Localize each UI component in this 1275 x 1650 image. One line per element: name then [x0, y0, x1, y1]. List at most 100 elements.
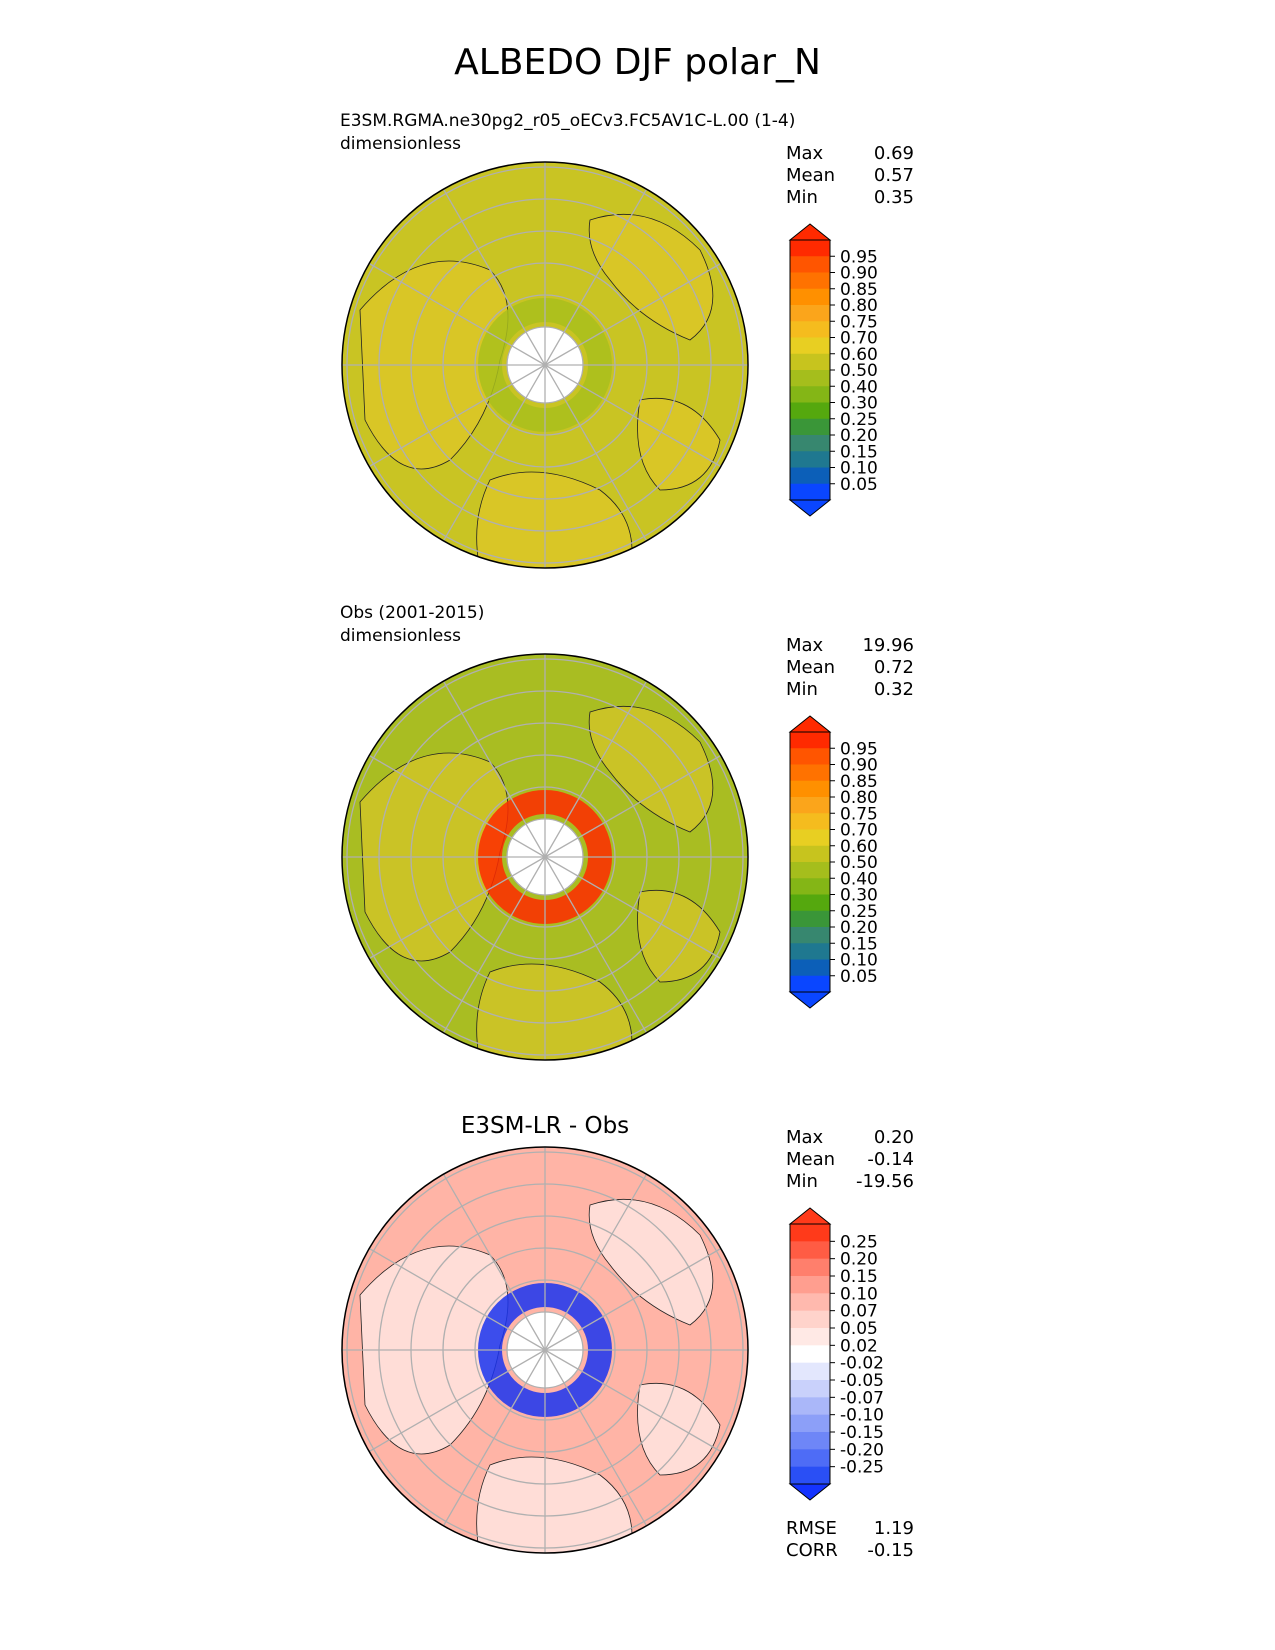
- panel-3-title: E3SM-LR - Obs: [460, 1113, 630, 1139]
- land-mass: [476, 963, 633, 1060]
- colorbar-tick-label: 0.20: [840, 918, 878, 938]
- colorbar-swatch: [790, 418, 830, 436]
- meridian-line: [544, 754, 722, 858]
- colorbar-swatch: [790, 305, 830, 322]
- colorbar-under-arrow: [788, 991, 832, 1009]
- colorbar-swatch: [790, 894, 830, 912]
- colorbar-tick-label: 0.40: [840, 377, 878, 397]
- colorbar-tick-label: -0.20: [840, 1440, 884, 1460]
- colorbar-swatch: [790, 732, 830, 749]
- colorbar-swatch: [790, 386, 830, 403]
- colorbar-tick-label: 0.07: [840, 1302, 878, 1322]
- map-boundary: [341, 1146, 749, 1554]
- colorbar-frame: [789, 1223, 831, 1485]
- meridian-line: [544, 262, 722, 366]
- colorbar-swatch: [790, 256, 830, 273]
- colorbar-tick-label: 0.15: [840, 442, 878, 462]
- panel-1-stat-min: Min 0.35: [786, 187, 914, 208]
- meridian-line: [442, 680, 546, 858]
- colorbar-swatch: [790, 748, 830, 765]
- meridian-line: [544, 1173, 648, 1351]
- colorbar-tick-label: 0.10: [840, 951, 878, 971]
- colorbar-tick-label: -0.05: [840, 1371, 884, 1391]
- colorbar-tick-label: 0.90: [840, 264, 878, 284]
- panel-2-units: dimensionless: [340, 626, 461, 646]
- map-boundary: [341, 653, 749, 1061]
- colorbar-tick-label: 0.05: [840, 1319, 878, 1339]
- colorbar-swatch: [790, 1449, 830, 1468]
- panel-2-stat-max: Max 19.96: [786, 635, 914, 656]
- colorbar-tick-label: 0.60: [840, 837, 878, 857]
- colorbar-under-arrow: [788, 1483, 832, 1501]
- meridian-line: [368, 364, 546, 468]
- land-mass: [476, 471, 633, 568]
- colorbar-swatch: [790, 862, 830, 879]
- panel-1-stat-mean: Mean 0.57: [786, 165, 914, 186]
- colorbar-swatch: [790, 845, 830, 863]
- meridian-line: [544, 364, 648, 542]
- meridian-line: [544, 1247, 722, 1351]
- colorbar-tick-label: 0.95: [840, 247, 878, 267]
- meridian-line: [442, 364, 546, 542]
- colorbar-swatch: [790, 1276, 830, 1294]
- colorbar-tick-label: 0.75: [840, 804, 878, 824]
- colorbar-tick-label: 0.70: [840, 329, 878, 349]
- colorbar-swatch: [790, 829, 830, 847]
- colorbar-tick-label: 0.15: [840, 1267, 878, 1287]
- colorbar-under-arrow: [788, 499, 832, 517]
- colorbar-swatch: [790, 878, 830, 895]
- meridian-line: [544, 188, 648, 366]
- map-boundary: [341, 161, 749, 569]
- colorbar-tick-label: 0.15: [840, 934, 878, 954]
- land-mass: [637, 1382, 721, 1476]
- colorbar-tick-label: 0.75: [840, 312, 878, 332]
- panel-3-stat-max: Max 0.20: [786, 1127, 914, 1148]
- meridian-line: [544, 1349, 648, 1527]
- panel-2-subtitle: Obs (2001-2015): [340, 603, 485, 623]
- colorbar-tick-label: 0.60: [840, 345, 878, 365]
- meridian-line: [544, 856, 648, 1034]
- colorbar-swatch: [790, 910, 830, 928]
- colorbar-swatch: [790, 764, 830, 782]
- panel-3-polar-map: [341, 1146, 749, 1554]
- colorbar-swatch: [790, 288, 830, 306]
- colorbar-tick-label: 0.20: [840, 1250, 878, 1270]
- colorbar-swatch: [790, 1466, 830, 1485]
- panel-1-subtitle: E3SM.RGMA.ne30pg2_r05_oECv3.FC5AV1C-L.00…: [340, 111, 796, 131]
- colorbar-swatch: [790, 240, 830, 257]
- colorbar-tick-label: 0.02: [840, 1336, 878, 1356]
- colorbar-tick-label: 0.30: [840, 394, 878, 414]
- meridian-line: [544, 856, 722, 960]
- colorbar-swatch: [790, 353, 830, 371]
- colorbar-swatch: [790, 943, 830, 960]
- colorbar-swatch: [790, 272, 830, 290]
- colorbar-tick-label: 0.05: [840, 475, 878, 495]
- colorbar-tick-label: -0.25: [840, 1458, 884, 1478]
- meridian-line: [368, 856, 546, 960]
- meridian-line: [368, 1247, 546, 1351]
- meridian-line: [544, 680, 648, 858]
- colorbar-tick-label: 0.90: [840, 756, 878, 776]
- colorbar-tick-label: 0.10: [840, 459, 878, 479]
- panel-1-polar-map: [341, 161, 749, 569]
- meridian-line: [442, 856, 546, 1034]
- colorbar-swatch: [790, 451, 830, 468]
- colorbar-over-arrow: [788, 223, 832, 241]
- meridian-line: [368, 754, 546, 858]
- panel-1-colorbar: 0.950.900.850.800.750.700.600.500.400.30…: [788, 223, 878, 517]
- panel-3-colorbar: 0.250.200.150.100.070.050.02-0.02-0.05-0…: [788, 1207, 884, 1501]
- colorbar-swatch: [790, 435, 830, 452]
- panel-2-polar-map: [341, 653, 749, 1061]
- land-mass: [588, 213, 714, 341]
- colorbar-swatch: [790, 370, 830, 387]
- colorbar-tick-label: 0.50: [840, 853, 878, 873]
- colorbar-tick-label: -0.15: [840, 1423, 884, 1443]
- meridian-line: [442, 1349, 546, 1527]
- colorbar-tick-label: -0.02: [840, 1354, 884, 1374]
- panel-2-colorbar: 0.950.900.850.800.750.700.600.500.400.30…: [788, 715, 878, 1009]
- meridian-line: [544, 1349, 722, 1453]
- land-mass: [588, 705, 714, 833]
- colorbar-swatch: [790, 959, 830, 977]
- colorbar-swatch: [790, 780, 830, 798]
- colorbar-over-arrow: [788, 1207, 832, 1225]
